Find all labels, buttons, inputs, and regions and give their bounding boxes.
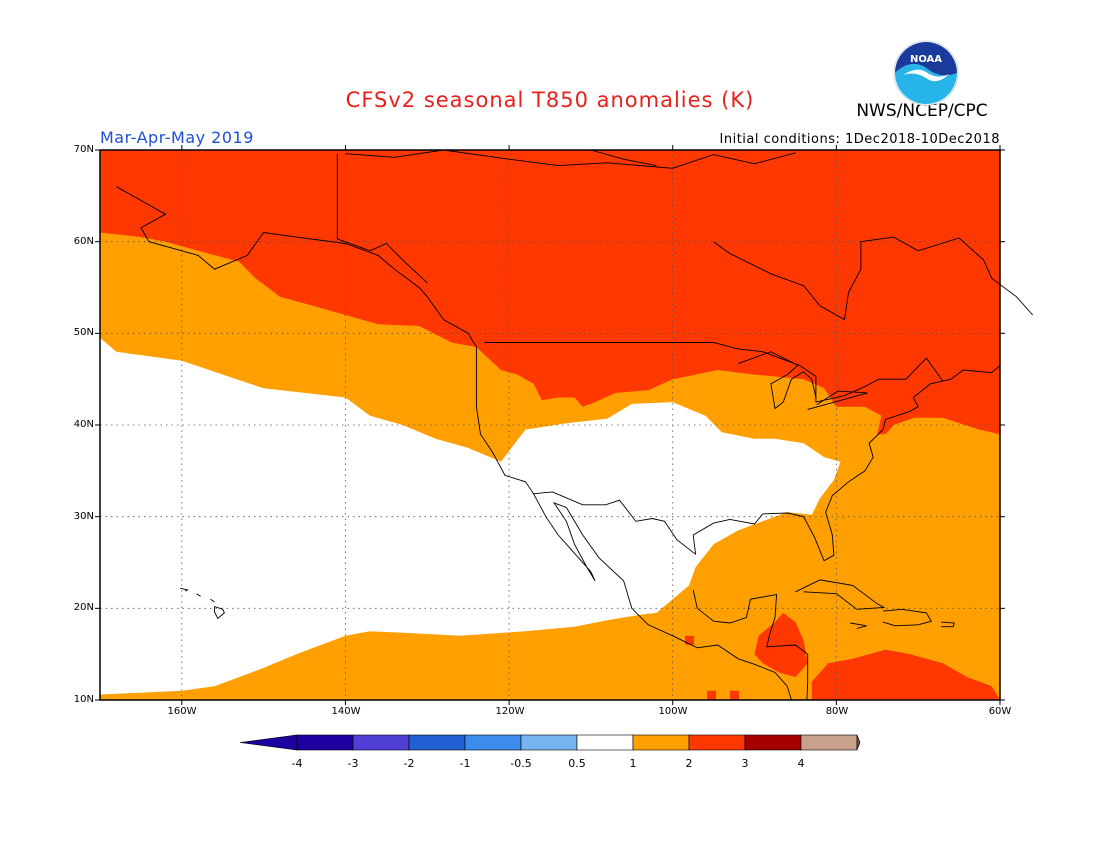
anomaly-region-red	[811, 649, 1000, 700]
lon-label-160w: 160W	[167, 706, 197, 717]
anomaly-region-white	[100, 337, 841, 695]
colorbar-label-3: 3	[741, 757, 749, 770]
coastline-segment	[210, 598, 215, 603]
coastline-segment	[336, 153, 428, 284]
colorbar-label-minus3: -3	[347, 757, 359, 770]
lon-label-140w: 140W	[331, 706, 361, 717]
lon-label-80w: 80W	[825, 706, 849, 717]
coastline-segment	[738, 351, 817, 410]
lon-label-100w: 100W	[658, 706, 688, 717]
colorbar-swatch	[352, 734, 410, 751]
lon-label-60w: 60W	[988, 706, 1012, 717]
colorbar-swatch	[688, 734, 746, 751]
colorbar-arrow-high	[856, 734, 861, 751]
coastline-segment	[196, 593, 201, 597]
figure-title: CFSv2 seasonal T850 anomalies (K)	[345, 88, 755, 112]
coastline-segment	[692, 365, 1001, 562]
colorbar-swatch	[744, 734, 802, 751]
colorbar-swatch	[520, 734, 578, 751]
colorbar-label-2: 2	[685, 757, 693, 770]
coastline-segment	[116, 186, 792, 701]
colorbar-swatch	[296, 734, 354, 751]
coastline-segment	[713, 236, 1034, 321]
coastline-segment	[590, 149, 657, 167]
initial-conditions-label: Initial conditions: 1Dec2018-10Dec2018	[719, 132, 1000, 147]
colorbar-swatch	[576, 734, 634, 751]
colorbar-swatch	[464, 734, 522, 751]
colorbar-label-minus4: -4	[291, 757, 303, 770]
lat-label-40n: 40N	[73, 419, 94, 430]
coastline-segment	[882, 608, 932, 627]
lon-label-120w: 120W	[495, 706, 525, 717]
coastline-segment	[795, 579, 886, 610]
anomaly-cell-red	[707, 690, 717, 700]
logo-lettering: NOAA	[910, 54, 942, 65]
lat-label-20n: 20N	[73, 602, 94, 613]
lat-label-50n: 50N	[73, 327, 94, 338]
colorbar-label-0-5: 0.5	[568, 757, 586, 770]
coastline-segment	[807, 390, 868, 410]
lat-label-30n: 30N	[73, 511, 94, 522]
anomaly-fill-layer	[100, 150, 1000, 700]
anomaly-cell-red	[730, 690, 739, 700]
coastlines	[116, 149, 1034, 701]
coastline-segment	[214, 606, 225, 620]
colorbar-swatch	[408, 734, 466, 751]
colorbar-arrow-low	[239, 734, 298, 751]
anomaly-region-red	[754, 612, 808, 678]
axis-ticks	[95, 145, 1005, 705]
coastline-segment	[692, 589, 809, 701]
colorbar-label-minus1: -1	[459, 757, 471, 770]
lat-label-60n: 60N	[73, 236, 94, 247]
colorbar-label-1: 1	[629, 757, 637, 770]
lat-label-10n: 10N	[73, 694, 94, 705]
colorbar-swatch	[632, 734, 690, 751]
coastline-segment	[850, 622, 867, 629]
noaa-logo: NOAA	[893, 40, 959, 106]
colorbar-swatch	[800, 734, 858, 751]
colorbar-label-minus0-5: -0.5	[510, 757, 532, 770]
graticule	[100, 150, 1000, 700]
season-label: Mar-Apr-May 2019	[100, 128, 254, 147]
anomaly-region-red	[100, 150, 1000, 435]
colorbar-label-4: 4	[797, 757, 805, 770]
lat-label-70n: 70N	[73, 144, 94, 155]
coastline-segment	[484, 342, 944, 403]
coastline-segment	[941, 621, 955, 628]
colorbar-label-minus2: -2	[403, 757, 415, 770]
coastline-segment	[532, 491, 696, 555]
anomaly-cell-red	[685, 635, 694, 645]
agency-credit: NWS/NCEP/CPC	[856, 101, 988, 121]
coastline-segment	[180, 587, 190, 592]
coastline-segment	[345, 149, 796, 169]
